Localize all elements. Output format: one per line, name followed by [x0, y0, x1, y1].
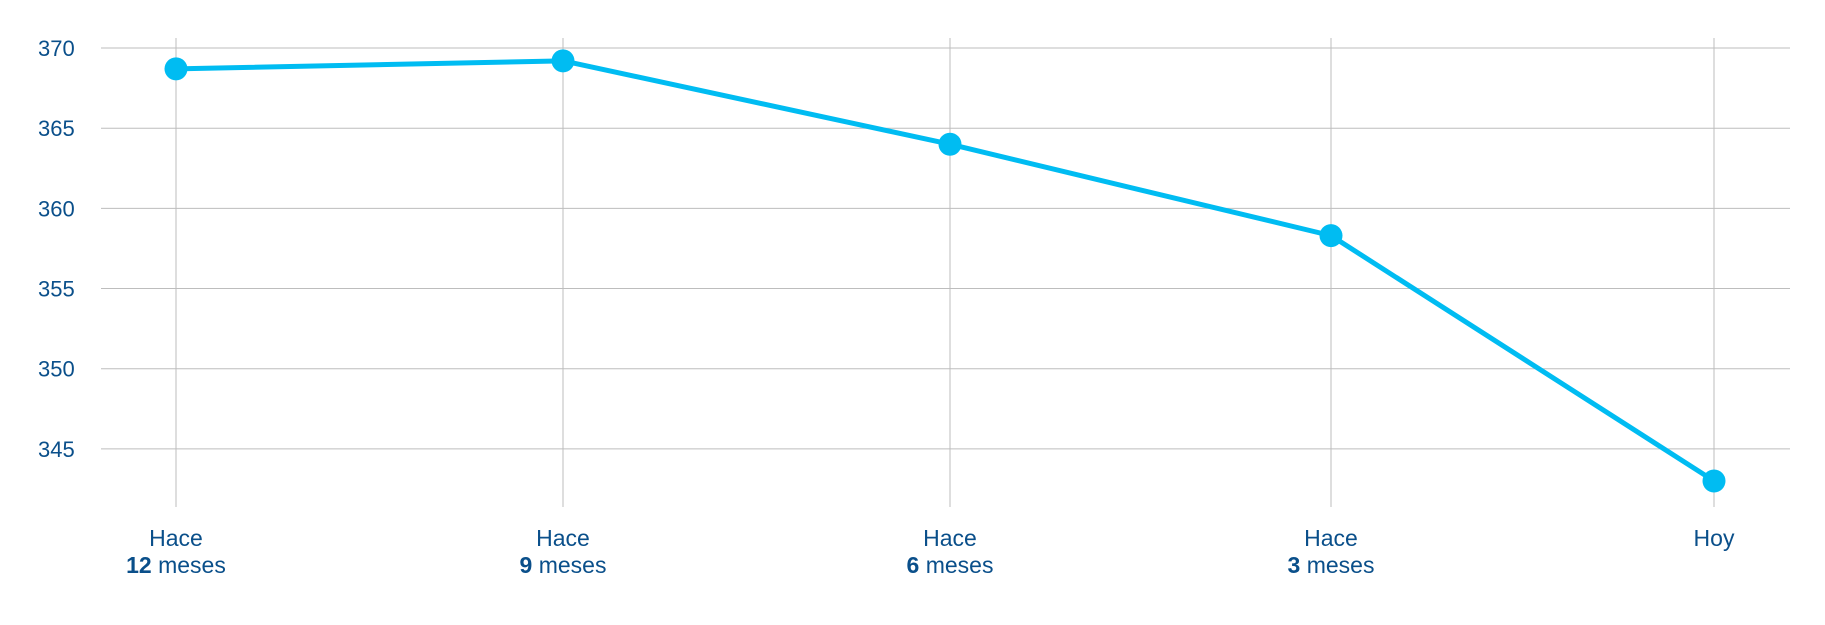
- y-axis-ticks: 345 350 355 360 365 370: [38, 36, 75, 462]
- data-point: [551, 49, 575, 73]
- series-layer: [164, 49, 1726, 493]
- y-tick-label: 345: [38, 437, 75, 462]
- x-tick-label: Hace 6 meses: [907, 525, 994, 578]
- vertical-gridlines: [175, 38, 1715, 507]
- data-point: [938, 132, 962, 156]
- x-tick-label: Hace 3 meses: [1288, 525, 1375, 578]
- x-tick-label: Hace 12 meses: [126, 525, 226, 578]
- data-point: [1319, 224, 1343, 248]
- horizontal-gridlines: [101, 47, 1790, 450]
- y-tick-label: 365: [38, 116, 75, 141]
- series-line: [173, 58, 1717, 484]
- y-tick-label: 355: [38, 277, 75, 302]
- y-tick-label: 350: [38, 357, 75, 382]
- x-tick-label: Hoy: [1694, 525, 1735, 551]
- data-point: [1702, 469, 1726, 493]
- y-tick-label: 360: [38, 196, 75, 221]
- x-tick-label: Hace 9 meses: [520, 525, 607, 578]
- y-tick-label: 370: [38, 36, 75, 61]
- x-axis-ticks: Hace 12 meses Hace 9 meses Hace 6 meses Hace 3 …: [126, 525, 1735, 578]
- data-point: [164, 57, 188, 81]
